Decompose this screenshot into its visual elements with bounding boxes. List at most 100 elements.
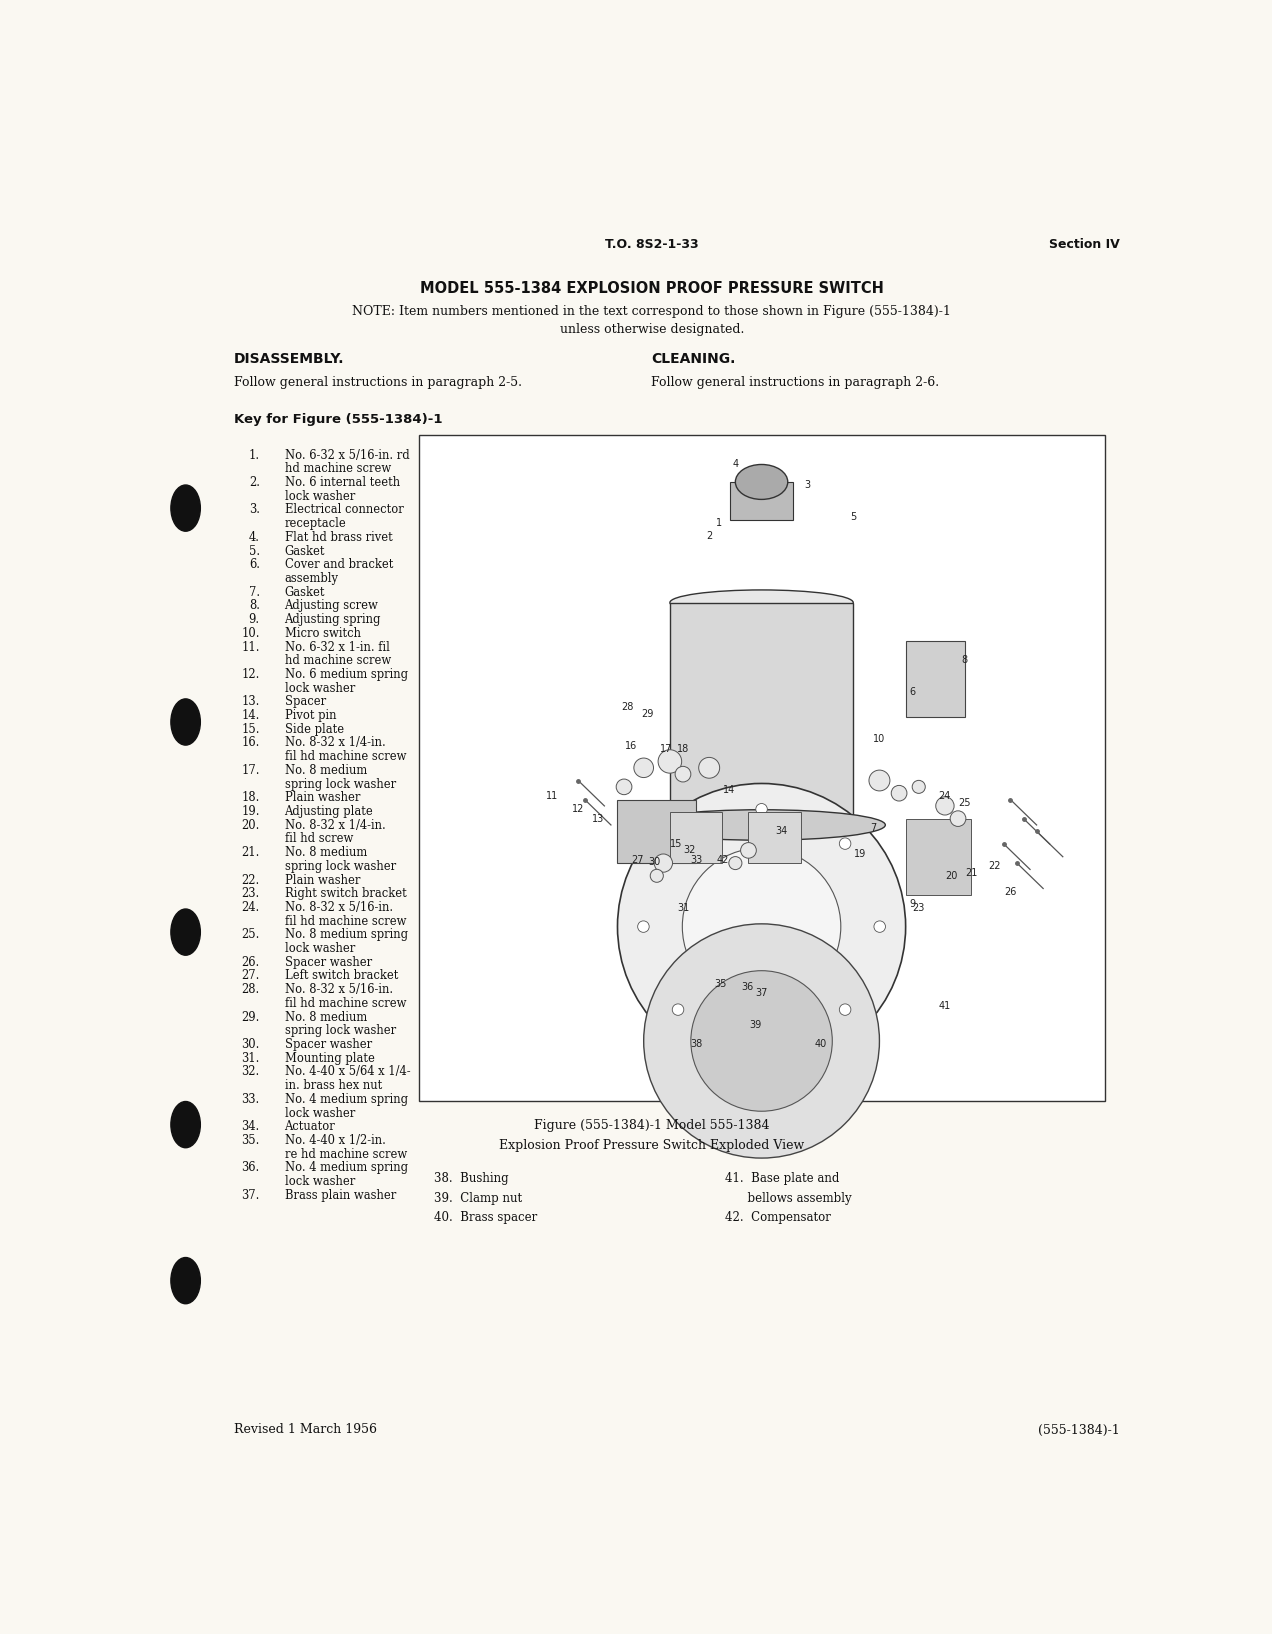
Circle shape bbox=[950, 810, 965, 827]
Text: 27.: 27. bbox=[242, 969, 259, 982]
Circle shape bbox=[936, 797, 954, 815]
Text: lock washer: lock washer bbox=[285, 681, 355, 694]
Text: 37.: 37. bbox=[242, 1190, 259, 1201]
Text: 36: 36 bbox=[742, 982, 753, 992]
Text: MODEL 555-1384 EXPLOSION PROOF PRESSURE SWITCH: MODEL 555-1384 EXPLOSION PROOF PRESSURE … bbox=[420, 281, 884, 296]
Ellipse shape bbox=[170, 1258, 201, 1304]
Text: 13.: 13. bbox=[242, 696, 259, 709]
Text: 18: 18 bbox=[677, 743, 689, 753]
Text: 10.: 10. bbox=[242, 627, 259, 641]
Text: 41: 41 bbox=[939, 1002, 951, 1011]
Text: fil hd screw: fil hd screw bbox=[285, 832, 352, 845]
Text: Explosion Proof Pressure Switch Exploded View: Explosion Proof Pressure Switch Exploded… bbox=[500, 1139, 804, 1152]
Text: 23: 23 bbox=[912, 902, 925, 912]
Text: lock washer: lock washer bbox=[285, 943, 355, 954]
Text: 12: 12 bbox=[572, 804, 584, 814]
Text: Follow general instructions in paragraph 2-6.: Follow general instructions in paragraph… bbox=[651, 376, 939, 389]
Text: 30: 30 bbox=[649, 856, 661, 866]
Text: 11: 11 bbox=[546, 791, 558, 801]
Text: re hd machine screw: re hd machine screw bbox=[285, 1147, 407, 1160]
Text: 28.: 28. bbox=[242, 984, 259, 997]
Text: 19.: 19. bbox=[242, 806, 259, 819]
Ellipse shape bbox=[170, 909, 201, 956]
Text: fil hd machine screw: fil hd machine screw bbox=[285, 915, 406, 928]
Text: No. 4 medium spring: No. 4 medium spring bbox=[285, 1093, 407, 1106]
Text: 16.: 16. bbox=[242, 737, 259, 750]
Text: 17.: 17. bbox=[242, 763, 259, 776]
Text: spring lock washer: spring lock washer bbox=[285, 1025, 396, 1038]
Circle shape bbox=[654, 855, 673, 873]
Text: 34: 34 bbox=[775, 827, 787, 837]
Text: spring lock washer: spring lock washer bbox=[285, 859, 396, 873]
Text: 22: 22 bbox=[988, 861, 1000, 871]
Circle shape bbox=[756, 804, 767, 815]
Text: 24: 24 bbox=[939, 791, 951, 801]
Text: 32: 32 bbox=[683, 845, 696, 855]
Text: 15.: 15. bbox=[242, 722, 259, 735]
Circle shape bbox=[616, 779, 632, 794]
Text: 38: 38 bbox=[689, 1039, 702, 1049]
Text: 5.: 5. bbox=[248, 544, 259, 557]
Text: 41.  Base plate and: 41. Base plate and bbox=[725, 1173, 840, 1185]
Circle shape bbox=[840, 1003, 851, 1015]
Text: (555-1384)-1: (555-1384)-1 bbox=[1038, 1423, 1121, 1436]
Text: 8: 8 bbox=[962, 655, 968, 665]
Text: 31.: 31. bbox=[242, 1052, 259, 1065]
Text: T.O. 8S2-1-33: T.O. 8S2-1-33 bbox=[605, 239, 698, 252]
Text: 3: 3 bbox=[804, 480, 810, 490]
Text: Adjusting screw: Adjusting screw bbox=[285, 600, 379, 613]
Text: lock washer: lock washer bbox=[285, 1106, 355, 1119]
Text: 6.: 6. bbox=[249, 559, 259, 572]
Text: 33: 33 bbox=[689, 855, 702, 864]
Text: Gasket: Gasket bbox=[285, 585, 326, 598]
Text: Revised 1 March 1956: Revised 1 March 1956 bbox=[234, 1423, 378, 1436]
Text: 14: 14 bbox=[722, 784, 735, 796]
Text: hd machine screw: hd machine screw bbox=[285, 462, 391, 475]
Text: Adjusting spring: Adjusting spring bbox=[285, 613, 382, 626]
Text: Adjusting plate: Adjusting plate bbox=[285, 806, 373, 819]
Circle shape bbox=[673, 1003, 684, 1015]
Text: 4: 4 bbox=[733, 459, 739, 469]
Ellipse shape bbox=[170, 1101, 201, 1147]
Text: Gasket: Gasket bbox=[285, 544, 326, 557]
Text: 22.: 22. bbox=[242, 874, 259, 887]
Text: Section IV: Section IV bbox=[1049, 239, 1121, 252]
Ellipse shape bbox=[637, 810, 885, 840]
Text: 3.: 3. bbox=[249, 503, 259, 516]
Text: 42.  Compensator: 42. Compensator bbox=[725, 1211, 831, 1224]
Text: Mounting plate: Mounting plate bbox=[285, 1052, 374, 1065]
Circle shape bbox=[840, 838, 851, 850]
Text: Cover and bracket: Cover and bracket bbox=[285, 559, 393, 572]
Text: No. 8 medium: No. 8 medium bbox=[285, 1010, 366, 1023]
Text: 25: 25 bbox=[958, 797, 971, 807]
Text: 32.: 32. bbox=[242, 1065, 259, 1078]
Text: 1: 1 bbox=[716, 518, 722, 528]
Text: 16: 16 bbox=[625, 740, 637, 750]
Text: 8.: 8. bbox=[249, 600, 259, 613]
Text: 21: 21 bbox=[965, 868, 977, 877]
Circle shape bbox=[740, 843, 757, 858]
Text: 40: 40 bbox=[814, 1039, 827, 1049]
Text: No. 8-32 x 1/4-in.: No. 8-32 x 1/4-in. bbox=[285, 819, 385, 832]
Circle shape bbox=[673, 838, 684, 850]
Text: 2: 2 bbox=[706, 531, 712, 541]
Text: 36.: 36. bbox=[242, 1162, 259, 1175]
Text: 42: 42 bbox=[716, 855, 729, 864]
Text: Plain washer: Plain washer bbox=[285, 874, 360, 887]
Text: 27: 27 bbox=[631, 855, 644, 864]
Text: Figure (555-1384)-1 Model 555-1384: Figure (555-1384)-1 Model 555-1384 bbox=[534, 1119, 770, 1131]
Circle shape bbox=[633, 758, 654, 778]
Text: No. 6-32 x 5/16-in. rd: No. 6-32 x 5/16-in. rd bbox=[285, 449, 410, 462]
Text: 31: 31 bbox=[677, 902, 689, 912]
Text: No. 4-40 x 5/64 x 1/4-: No. 4-40 x 5/64 x 1/4- bbox=[285, 1065, 410, 1078]
Circle shape bbox=[637, 922, 649, 933]
Text: hd machine screw: hd machine screw bbox=[285, 654, 391, 667]
Text: 23.: 23. bbox=[242, 887, 259, 900]
Text: No. 8 medium: No. 8 medium bbox=[285, 846, 366, 859]
Text: Flat hd brass rivet: Flat hd brass rivet bbox=[285, 531, 392, 544]
Text: 9.: 9. bbox=[248, 613, 259, 626]
Text: fil hd machine screw: fil hd machine screw bbox=[285, 997, 406, 1010]
Text: 29.: 29. bbox=[242, 1010, 259, 1023]
Text: 13: 13 bbox=[591, 814, 604, 824]
Text: 7.: 7. bbox=[248, 585, 259, 598]
